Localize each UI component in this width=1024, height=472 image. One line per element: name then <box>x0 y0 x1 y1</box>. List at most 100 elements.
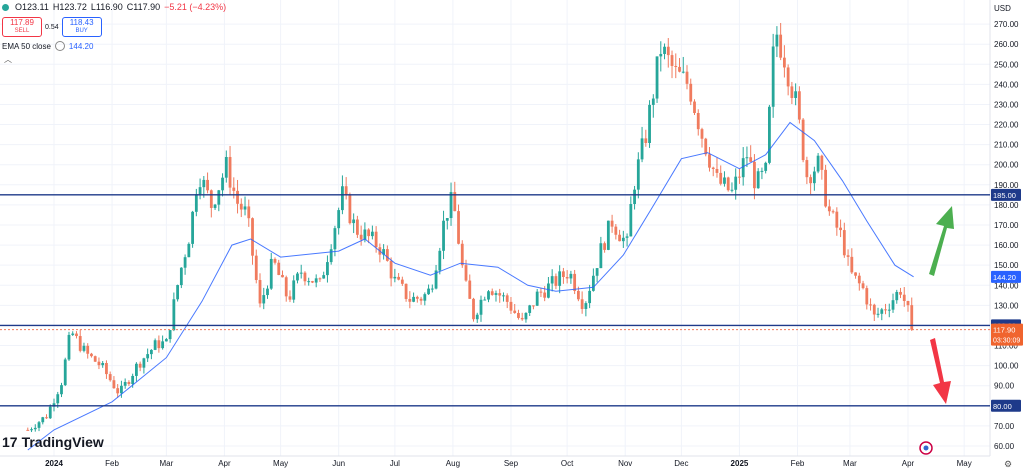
ema-legend[interactable]: EMA 50 close 144.20 <box>2 41 93 51</box>
time-tick-label: Sep <box>504 459 519 468</box>
candle-body <box>412 296 415 302</box>
price-tick-label: 60.00 <box>994 442 1015 451</box>
ema-badge-text: 144.20 <box>993 273 1016 282</box>
eye-icon[interactable] <box>54 41 65 51</box>
price-tick-label: 190.00 <box>994 181 1019 190</box>
candle-body <box>71 333 75 335</box>
time-tick-label: Mar <box>159 459 173 468</box>
candle-body <box>288 296 292 300</box>
chevron-up-icon[interactable]: ︿ <box>4 55 12 64</box>
candle-body <box>97 361 101 366</box>
candle-body <box>120 385 123 394</box>
candle-body <box>382 249 386 255</box>
candle-body <box>887 309 891 311</box>
price-tick-label: 180.00 <box>994 201 1019 210</box>
candle-body <box>460 243 464 266</box>
price-tick-label: 260.00 <box>994 40 1019 49</box>
candle-body <box>442 220 445 251</box>
sell-label: SELL <box>14 28 30 34</box>
candle-body <box>850 256 854 273</box>
candle-body <box>251 218 254 256</box>
candle-body <box>247 206 251 219</box>
candle-body <box>640 138 644 160</box>
candle-body <box>618 234 621 242</box>
time-tick-label: May <box>273 459 288 468</box>
candle-body <box>532 305 535 307</box>
candle-body <box>352 219 356 224</box>
candle-body <box>502 295 505 297</box>
candle-body <box>123 381 127 386</box>
currency-label: USD <box>994 4 1011 13</box>
candle-body <box>842 230 846 256</box>
candle-body <box>423 294 427 301</box>
price-tick-label: 250.00 <box>994 60 1019 69</box>
candle-body <box>689 83 693 102</box>
candle-body <box>56 394 60 404</box>
candle-body <box>738 176 741 178</box>
time-tick-label: May <box>957 459 972 468</box>
candle-body <box>269 258 273 289</box>
market-status-icon <box>2 3 9 11</box>
candle-body <box>438 250 442 271</box>
candle-body <box>116 388 120 394</box>
last-price-text: 117.90 <box>993 326 1015 335</box>
candle-body <box>157 340 161 349</box>
time-tick-label: Nov <box>618 459 632 468</box>
candle-body <box>52 403 56 407</box>
candle-body <box>299 272 303 274</box>
candle-body <box>809 177 813 184</box>
candle-body <box>281 274 284 278</box>
candle-body <box>430 288 434 290</box>
candle-body <box>606 220 610 250</box>
open-value: O123.11 <box>15 2 49 12</box>
candle-body <box>745 157 749 159</box>
time-tick-label: Mar <box>843 459 857 468</box>
candle-body <box>835 211 839 228</box>
candle-body <box>127 381 131 385</box>
bearish-arrow-shape <box>930 338 951 404</box>
candle-body <box>636 159 640 190</box>
price-tick-label: 90.00 <box>994 382 1015 391</box>
candle-body <box>741 158 745 178</box>
tradingview-logo: 17 TradingView <box>2 434 104 450</box>
price-tick-label: 270.00 <box>994 20 1019 29</box>
ohlc-legend: O123.11 H123.72 L116.90 C117.90 −5.21 (−… <box>2 2 226 12</box>
time-tick-label: Feb <box>791 459 805 468</box>
candle-body <box>374 231 378 248</box>
buy-button[interactable]: 118.43 BUY <box>61 17 102 37</box>
candle-body <box>588 290 592 304</box>
candle-body <box>37 422 41 428</box>
candle-body <box>78 336 82 351</box>
candle-body <box>674 65 678 67</box>
candle-body <box>779 34 783 58</box>
candle-body <box>90 353 93 357</box>
candle-body <box>348 194 352 224</box>
sell-button[interactable]: 117.89 SELL <box>2 17 42 37</box>
candle-body <box>108 374 112 381</box>
candle-body <box>595 268 599 276</box>
candle-body <box>610 220 614 227</box>
level-badge-text: 80.00 <box>993 402 1012 411</box>
candle-body <box>311 281 314 283</box>
candle-body <box>449 192 453 219</box>
candle-body <box>273 258 277 263</box>
candle-body <box>711 167 715 169</box>
candle-body <box>895 291 899 301</box>
buy-price: 118.43 <box>69 18 94 27</box>
candle-body <box>771 46 775 107</box>
candle-body <box>191 211 194 244</box>
candle-body <box>816 155 820 172</box>
candle-body <box>865 288 869 305</box>
time-tick-label: Jun <box>332 459 345 468</box>
candle-body <box>869 304 872 306</box>
time-tick-label: Aug <box>446 459 460 468</box>
price-tick-label: 220.00 <box>994 121 1019 130</box>
level-badge-bg <box>991 399 1021 412</box>
candle-body <box>513 310 517 313</box>
candle-body <box>30 429 33 431</box>
bar-countdown-text: 03:30:09 <box>993 338 1020 345</box>
gear-icon[interactable]: ⚙ <box>1004 459 1013 469</box>
price-tick-label: 230.00 <box>994 100 1019 109</box>
candle-body <box>648 104 651 144</box>
